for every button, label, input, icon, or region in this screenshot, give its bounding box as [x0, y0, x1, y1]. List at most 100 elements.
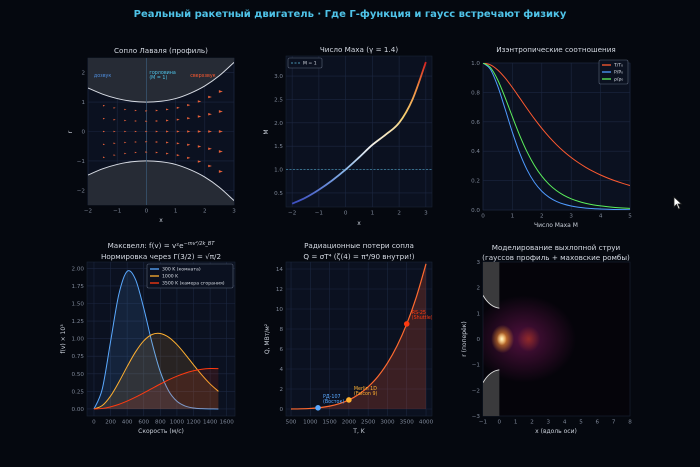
- y-tick-label: 1.75: [72, 284, 85, 290]
- flow-arrow-icon: [197, 115, 202, 118]
- annotation: сверхзвук: [190, 74, 216, 79]
- y-tick-label: 0: [81, 130, 85, 136]
- series-area: [93, 333, 219, 409]
- panel-radiation: Радиационные потери сопла Q = σT⁴ (ζ(4) …: [264, 241, 434, 435]
- y-tick-label: 1.25: [72, 319, 85, 325]
- flow-arrow-icon: [187, 156, 191, 160]
- flow-arrow-icon: [113, 154, 116, 156]
- x-tick-label: 0: [92, 420, 96, 426]
- y-tick-label: 8: [279, 327, 283, 333]
- engine-label: (Восток): [323, 399, 344, 405]
- x-tick-label: 1: [174, 209, 178, 215]
- y-axis-label: r (поперёк): [461, 321, 468, 356]
- x-tick-label: 0: [145, 209, 149, 215]
- chart-title: Число Маха (γ = 1.4): [320, 45, 398, 54]
- mach-curve: [291, 61, 427, 205]
- plot-content: [483, 262, 577, 416]
- y-tick-label: −3: [472, 414, 481, 420]
- y-tick-label: 2.00: [72, 266, 85, 272]
- flow-arrow-icon: [197, 160, 202, 163]
- y-axis-label: M: [263, 129, 270, 134]
- legend-label: T/T₀: [613, 63, 623, 69]
- plot-content: дозвук горловина(M = 1) сверхзвук: [88, 58, 234, 205]
- mouse-cursor-icon: [673, 196, 683, 210]
- y-tick-label: 0: [279, 407, 283, 413]
- flow-arrow-icon: [124, 130, 127, 133]
- x-tick-label: 1200: [186, 420, 201, 426]
- flow-arrow-icon: [145, 141, 148, 143]
- flow-arrow-icon: [145, 130, 148, 133]
- x-tick-label: 1500: [322, 420, 337, 426]
- x-tick-label: −1: [479, 420, 488, 426]
- series-area: [93, 270, 219, 409]
- engine-label: RS-25: [412, 310, 426, 316]
- flow-arrow-icon: [134, 130, 137, 133]
- y-tick-label: 14: [276, 267, 284, 273]
- y-tick-label: 0.4: [471, 149, 480, 155]
- flow-arrow-icon: [166, 130, 169, 133]
- chart-title: Максвелл: f(v) = v²e−mv²/2k_BT: [108, 241, 216, 250]
- x-tick-label: 4000: [419, 420, 434, 426]
- flow-arrow-icon: [102, 117, 106, 120]
- flow-arrow-icon: [176, 106, 180, 109]
- flow-arrow-icon: [134, 151, 137, 154]
- grid: [286, 262, 432, 416]
- x-tick-label: 3000: [380, 420, 395, 426]
- x-tick-label: 2: [530, 420, 534, 426]
- flow-arrow-icon: [197, 100, 202, 103]
- nozzle-lip-lower: [483, 369, 500, 383]
- panel-maxwell: Максвелл: f(v) = v²e−mv²/2k_BT Нормировк…: [60, 241, 236, 435]
- flow-arrow-icon: [113, 142, 116, 145]
- y-tick-label: 1.0: [471, 61, 480, 67]
- y-tick-label: 0.6: [471, 120, 480, 126]
- flow-arrow-icon: [176, 118, 180, 121]
- x-axis-label: Скорость (м/с): [138, 428, 184, 435]
- legend-label: 1000 K: [162, 274, 179, 280]
- flow-arrow-icon: [166, 152, 169, 155]
- nozzle-wall-lower: [88, 160, 234, 205]
- series-line: [93, 367, 219, 410]
- y-tick-label: 0.8: [471, 90, 480, 96]
- x-tick-label: −2: [84, 209, 92, 215]
- series-line: [483, 63, 630, 209]
- flow-arrow-icon: [187, 103, 191, 107]
- x-tick-label: 3500: [400, 420, 415, 426]
- x-tick-label: 1400: [203, 420, 218, 426]
- x-tick-label: 2: [540, 214, 544, 220]
- series-line: [93, 270, 219, 410]
- flow-arrow-icon: [102, 143, 106, 146]
- flow-arrow-icon: [155, 141, 159, 143]
- x-tick-label: 500: [286, 420, 297, 426]
- y-tick-label: 3: [476, 260, 480, 266]
- series-line: [483, 63, 630, 186]
- y-tick-label: 1.0: [274, 168, 283, 174]
- plot-content: РД-107(Восток) Merlin 1D(Falcon 9) RS-25(S…: [291, 263, 432, 411]
- y-tick-label: 2.0: [274, 121, 283, 127]
- flow-arrow-icon: [208, 95, 212, 99]
- flow-arrow-icon: [166, 141, 169, 144]
- x-axis-label: x (вдоль оси): [535, 428, 577, 435]
- legend-box: [287, 57, 323, 69]
- chart-title: Сопло Лаваля (профиль): [114, 46, 208, 55]
- annotation: горловина: [149, 71, 176, 76]
- x-tick-label: −2: [288, 211, 296, 217]
- plume-intensity-blob: [496, 332, 507, 346]
- x-tick-label: 400: [122, 420, 133, 426]
- legend-label: 300 K (комната): [162, 267, 201, 273]
- flow-arrow-icon: [176, 130, 180, 133]
- y-tick-label: 2: [279, 387, 283, 393]
- y-tick-label: 0.5: [274, 191, 283, 197]
- x-tick-label: 3: [232, 209, 236, 215]
- nozzle-wall-upper: [88, 58, 234, 103]
- flow-arrow-icon: [218, 130, 223, 133]
- y-tick-label: 10: [276, 307, 284, 313]
- flow-arrow-icon: [124, 152, 127, 155]
- flow-arrow-icon: [208, 112, 212, 116]
- x-tick-label: 4: [599, 214, 603, 220]
- flow-arrow-icon: [187, 143, 191, 146]
- legend-box: [598, 59, 629, 85]
- y-tick-label: 3.0: [274, 74, 283, 80]
- flow-arrow-icon: [145, 120, 148, 122]
- x-tick-label: 1: [371, 211, 375, 217]
- flow-arrow-icon: [113, 130, 116, 133]
